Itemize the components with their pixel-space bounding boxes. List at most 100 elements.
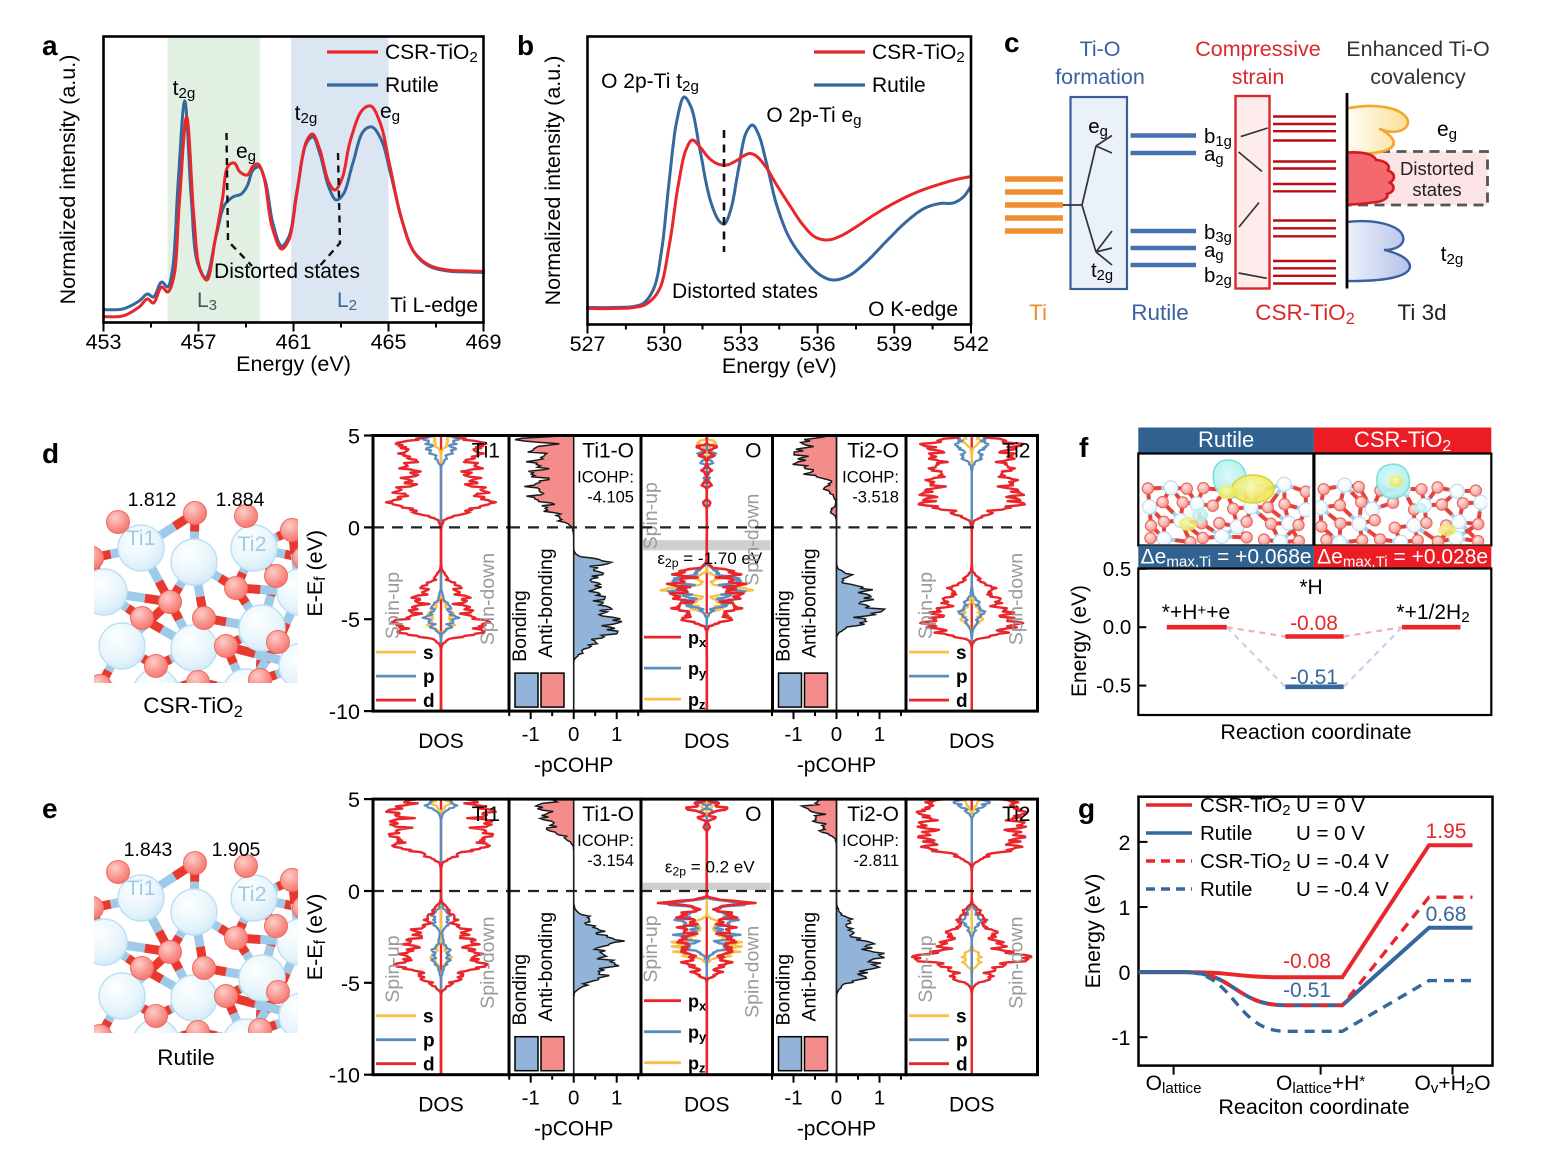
svg-text:Ti1-O: Ti1-O	[582, 803, 634, 826]
svg-text:Ti2-O: Ti2-O	[847, 803, 899, 826]
svg-text:Spin-down: Spin-down	[742, 494, 764, 586]
svg-text:ε2p = -1.70 eV: ε2p = -1.70 eV	[657, 549, 763, 570]
svg-text:DOS: DOS	[418, 730, 464, 753]
svg-text:527: 527	[570, 332, 606, 356]
svg-text:Anti-bonding: Anti-bonding	[535, 912, 557, 1022]
svg-text:Ti1-O: Ti1-O	[582, 440, 634, 463]
svg-text:Spin-up: Spin-up	[382, 935, 404, 1002]
svg-text:O 2p-Ti eg: O 2p-Ti eg	[766, 104, 861, 129]
svg-text:O: O	[745, 803, 761, 826]
svg-text:Ti-O: Ti-O	[1080, 37, 1121, 61]
svg-text:formation: formation	[1055, 65, 1145, 89]
svg-text:Bonding: Bonding	[509, 954, 531, 1026]
svg-text:0: 0	[348, 880, 360, 904]
svg-text:O: O	[745, 440, 761, 463]
svg-text:Normalized intensity (a.u.): Normalized intensity (a.u.)	[541, 56, 565, 306]
svg-text:453: 453	[86, 330, 122, 354]
svg-text:-pCOHP: -pCOHP	[534, 754, 613, 777]
svg-text:Rutile: Rutile	[1200, 878, 1252, 901]
svg-text:0: 0	[568, 723, 579, 746]
svg-text:-0.08: -0.08	[1290, 612, 1338, 635]
svg-text:-4.105: -4.105	[587, 489, 634, 507]
svg-text:s: s	[956, 643, 967, 664]
svg-text:-2.811: -2.811	[853, 852, 899, 870]
svg-text:Ti1: Ti1	[472, 803, 500, 826]
svg-text:Ov+H2O: Ov+H2O	[1414, 1072, 1490, 1097]
svg-text:ICOHP:: ICOHP:	[842, 832, 899, 850]
svg-text:Spin-down: Spin-down	[477, 917, 499, 1009]
svg-text:0: 0	[1119, 961, 1131, 985]
svg-text:Bonding: Bonding	[773, 590, 795, 662]
svg-text:1.843: 1.843	[124, 839, 173, 861]
svg-text:E-Ef (eV): E-Ef (eV)	[303, 530, 329, 617]
svg-text:*+H++e: *+H++e	[1162, 601, 1230, 624]
svg-text:CSR-TiO2: CSR-TiO2	[1354, 427, 1451, 455]
svg-text:1: 1	[1119, 896, 1131, 920]
svg-text:CSR-TiO2: CSR-TiO2	[143, 693, 242, 721]
svg-text:Spin-up: Spin-up	[640, 915, 662, 982]
svg-text:530: 530	[646, 332, 682, 356]
svg-text:Normalized intensity (a.u.): Normalized intensity (a.u.)	[56, 55, 80, 305]
svg-text:covalency: covalency	[1370, 65, 1466, 89]
svg-text:U = -0.4 V: U = -0.4 V	[1296, 878, 1389, 901]
svg-text:-5: -5	[341, 972, 360, 996]
svg-text:f: f	[1079, 432, 1089, 463]
svg-text:DOS: DOS	[418, 1094, 464, 1117]
svg-text:Ti1: Ti1	[126, 876, 155, 900]
svg-text:-10: -10	[329, 1064, 360, 1088]
svg-text:ICOHP:: ICOHP:	[577, 469, 634, 487]
svg-text:539: 539	[876, 332, 912, 356]
svg-text:Rutile: Rutile	[385, 74, 439, 97]
svg-text:0: 0	[831, 1087, 842, 1110]
svg-text:0: 0	[348, 516, 360, 540]
svg-text:0.68: 0.68	[1426, 903, 1467, 926]
svg-text:-1: -1	[1111, 1026, 1130, 1050]
svg-text:Olattice+H*: Olattice+H*	[1276, 1072, 1365, 1097]
svg-text:469: 469	[466, 330, 502, 354]
svg-text:-10: -10	[329, 700, 360, 724]
svg-text:0: 0	[831, 723, 842, 746]
svg-text:457: 457	[181, 330, 217, 354]
svg-text:U = 0 V: U = 0 V	[1296, 794, 1365, 817]
svg-text:Energy (eV): Energy (eV)	[1081, 874, 1105, 989]
svg-text:542: 542	[953, 332, 989, 356]
svg-text:d: d	[42, 438, 59, 469]
svg-text:Ti L-edge: Ti L-edge	[390, 294, 478, 317]
svg-text:c: c	[1004, 27, 1020, 58]
svg-text:5: 5	[348, 788, 360, 812]
svg-text:0: 0	[568, 1087, 579, 1110]
svg-text:p: p	[956, 667, 968, 688]
svg-text:465: 465	[371, 330, 407, 354]
svg-text:-pCOHP: -pCOHP	[534, 1118, 613, 1141]
svg-text:s: s	[423, 1007, 434, 1028]
svg-text:-5: -5	[341, 608, 360, 632]
svg-text:Spin-down: Spin-down	[477, 553, 499, 645]
svg-text:536: 536	[800, 332, 836, 356]
svg-text:0.0: 0.0	[1103, 616, 1132, 639]
svg-text:-1: -1	[522, 1087, 540, 1110]
svg-text:Enhanced Ti-O: Enhanced Ti-O	[1346, 37, 1489, 61]
svg-text:Spin-down: Spin-down	[1006, 553, 1028, 645]
svg-text:Ti2: Ti2	[237, 532, 266, 556]
svg-text:Reaciton coordinate: Reaciton coordinate	[1218, 1095, 1409, 1119]
svg-text:DOS: DOS	[684, 1094, 730, 1117]
svg-text:Anti-bonding: Anti-bonding	[799, 548, 821, 658]
svg-text:ICOHP:: ICOHP:	[577, 832, 634, 850]
svg-text:s: s	[423, 643, 434, 664]
svg-text:Anti-bonding: Anti-bonding	[799, 912, 821, 1022]
svg-text:0.5: 0.5	[1103, 558, 1132, 581]
svg-text:p: p	[423, 1031, 435, 1052]
svg-text:ε2p = 0.2 eV: ε2p = 0.2 eV	[665, 858, 755, 879]
svg-text:Reaction coordinate: Reaction coordinate	[1220, 720, 1411, 744]
svg-text:d: d	[423, 691, 435, 712]
svg-text:U = 0 V: U = 0 V	[1296, 822, 1365, 845]
svg-text:U = -0.4 V: U = -0.4 V	[1296, 850, 1389, 873]
svg-text:strain: strain	[1232, 65, 1285, 89]
svg-text:DOS: DOS	[949, 1094, 995, 1117]
svg-text:533: 533	[723, 332, 759, 356]
svg-text:Ti2-O: Ti2-O	[847, 440, 899, 463]
svg-text:p: p	[423, 667, 435, 688]
svg-text:Ti2: Ti2	[237, 882, 266, 906]
svg-text:-0.51: -0.51	[1290, 666, 1338, 689]
svg-text:Anti-bonding: Anti-bonding	[535, 548, 557, 658]
